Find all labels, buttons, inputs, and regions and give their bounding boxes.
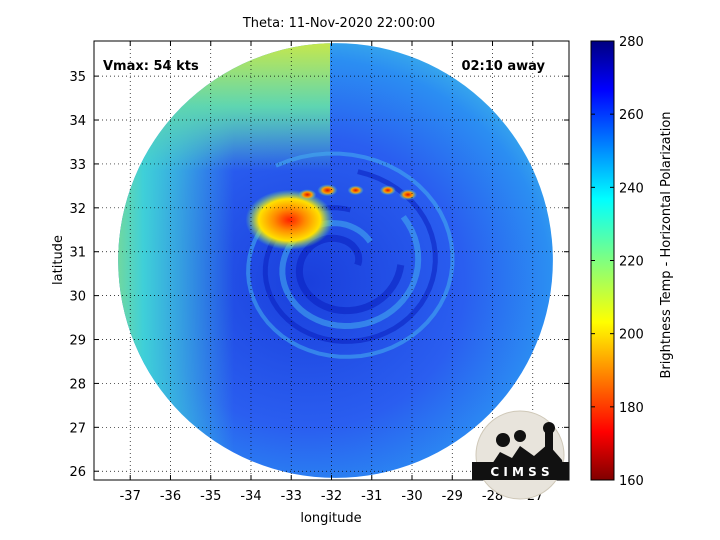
y-tick-label: 35 <box>69 70 86 85</box>
y-tick-label: 31 <box>69 246 86 261</box>
vmax-label: Vmax: 54 kts <box>103 59 199 74</box>
x-axis-label: longitude <box>300 511 361 526</box>
logo-tower-top-icon <box>543 422 555 434</box>
y-tick-label: 32 <box>69 202 86 217</box>
x-tick-label: -30 <box>401 489 422 504</box>
x-tick-label: -37 <box>120 489 141 504</box>
colorbar-tick-label: 220 <box>619 255 644 270</box>
convective-cells <box>298 184 417 201</box>
x-tick-label: -36 <box>160 489 181 504</box>
logo-dish-icon <box>496 433 510 447</box>
logo-band <box>472 462 569 480</box>
logo-dish-icon-2 <box>514 430 526 442</box>
colorbar-tick-label: 240 <box>619 181 644 196</box>
y-axis-label: latitude <box>51 235 66 285</box>
time-away-label: 02:10 away <box>461 59 545 74</box>
figure-title: Theta: 11-Nov-2020 22:00:00 <box>242 16 435 31</box>
convective-cell-5 <box>298 189 317 201</box>
convective-core <box>245 189 334 250</box>
convective-cell-2 <box>347 185 364 196</box>
y-tick-label: 30 <box>69 290 86 305</box>
logo-tower-icon <box>545 428 553 450</box>
colorbar-label: Brightness Temp - Horizontal Polarizatio… <box>659 111 674 378</box>
colorbar-tick-label: 160 <box>619 474 644 489</box>
convective-cell-4 <box>398 189 417 201</box>
x-tick-label: -31 <box>361 489 382 504</box>
axis-ticks: -37-36-35-34-33-32-31-30-29-28-272627282… <box>69 41 569 504</box>
colorbar-tick-label: 280 <box>619 35 644 50</box>
colorbar-tick-label: 260 <box>619 108 644 123</box>
x-tick-label: -35 <box>200 489 221 504</box>
rain-band-1 <box>295 234 405 315</box>
x-tick-label: -32 <box>321 489 342 504</box>
convective-cell-1 <box>317 184 338 197</box>
rain-band-4 <box>246 151 455 359</box>
logo-text: C I M S S <box>490 465 549 479</box>
convective-cell-3 <box>379 185 396 196</box>
cimss-logo: C I M S S <box>472 410 569 500</box>
y-tick-label: 28 <box>69 377 86 392</box>
x-tick-label: -34 <box>240 489 261 504</box>
colorbar-tick-label: 200 <box>619 328 644 343</box>
y-tick-label: 26 <box>69 465 86 480</box>
x-tick-label: -33 <box>281 489 302 504</box>
y-tick-label: 33 <box>69 158 86 173</box>
colorbar-ticks: 160 180 200 220 240 260 280 <box>591 35 644 489</box>
x-tick-label: -29 <box>442 489 463 504</box>
y-tick-label: 34 <box>69 114 86 129</box>
y-tick-label: 29 <box>69 334 86 349</box>
colorbar-tick-label: 180 <box>619 401 644 416</box>
y-tick-label: 27 <box>69 421 86 436</box>
